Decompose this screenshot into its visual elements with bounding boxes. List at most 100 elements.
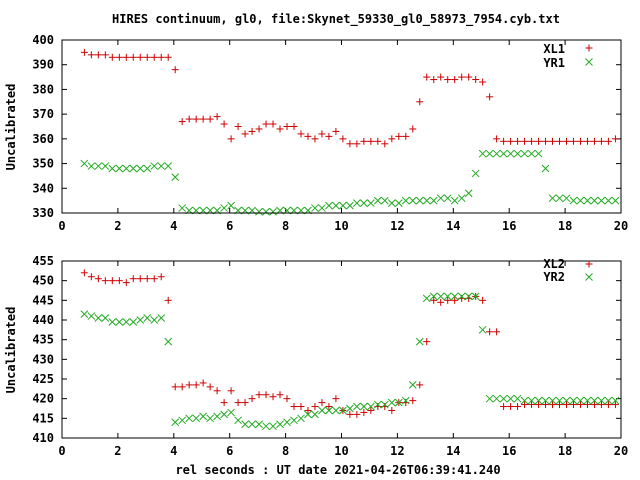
x-tick-label: 4 <box>170 219 177 233</box>
data-point-xl2 <box>122 279 130 287</box>
data-point-yr1 <box>534 149 543 158</box>
data-point-yr1 <box>464 189 473 198</box>
data-point-yr1 <box>227 201 235 210</box>
data-point-yr1 <box>415 196 424 205</box>
data-point-xl1 <box>290 123 298 130</box>
data-point-yr2 <box>415 337 424 346</box>
x-tick-label: 0 <box>58 219 65 233</box>
data-point-xl2 <box>304 406 312 414</box>
data-point-xl1 <box>542 137 550 145</box>
data-point-xl1 <box>556 137 564 145</box>
data-point-yr1 <box>555 194 564 203</box>
data-point-xl2 <box>311 403 319 411</box>
data-point-yr1 <box>492 149 501 158</box>
data-point-yr1 <box>513 149 522 158</box>
data-point-xl2 <box>416 381 424 389</box>
data-point-yr2 <box>534 396 543 405</box>
data-point-yr2 <box>492 394 501 403</box>
data-point-xl1 <box>241 130 249 138</box>
data-point-yr1 <box>353 199 361 207</box>
data-point-yr2 <box>604 396 613 405</box>
data-point-yr2 <box>506 394 515 403</box>
data-point-xl2 <box>157 273 165 281</box>
data-point-yr2 <box>213 412 221 421</box>
y-tick-label: 380 <box>32 82 54 96</box>
data-point-yr1 <box>108 164 117 173</box>
data-point-xl1 <box>611 135 619 143</box>
x-tick-label: 14 <box>446 219 460 233</box>
data-point-yr2 <box>485 394 494 403</box>
data-point-xl1 <box>269 120 277 128</box>
data-point-xl1 <box>395 132 403 140</box>
data-point-yr1 <box>569 196 578 205</box>
data-point-yr1 <box>562 194 571 203</box>
data-point-xl2 <box>290 403 298 411</box>
data-point-xl2 <box>192 381 200 389</box>
top-panel-legend: XL1 YR1 <box>543 42 593 70</box>
data-point-yr2 <box>276 420 284 429</box>
data-point-xl1 <box>409 125 417 133</box>
data-point-xl2 <box>597 401 605 409</box>
legend-marker-xl1 <box>585 44 593 52</box>
data-point-yr2 <box>171 418 180 427</box>
y-tick-label: 420 <box>32 392 54 406</box>
data-point-yr2 <box>199 412 208 421</box>
legend-label-xl1: XL1 <box>543 42 565 56</box>
data-point-yr2 <box>185 414 194 423</box>
data-point-xl1 <box>597 137 605 145</box>
data-point-yr2 <box>520 396 529 405</box>
data-point-yr1 <box>527 149 536 158</box>
data-point-xl2 <box>353 410 361 418</box>
data-point-xl2 <box>542 401 550 409</box>
data-point-xl1 <box>318 130 326 138</box>
data-point-xl1 <box>234 123 242 130</box>
data-point-xl1 <box>87 51 95 59</box>
data-point-yr1 <box>436 194 445 203</box>
data-point-yr2 <box>115 318 124 326</box>
data-point-yr2 <box>108 318 117 326</box>
data-point-xl1 <box>213 113 221 121</box>
y-tick-label: 430 <box>32 352 54 366</box>
data-point-xl1 <box>178 118 186 126</box>
y-tick-label: 330 <box>32 206 54 220</box>
y-tick-label: 445 <box>32 293 54 307</box>
data-point-yr1 <box>471 169 480 178</box>
y-tick-label: 390 <box>32 58 54 72</box>
data-point-xl2 <box>94 275 102 283</box>
bottom-panel-frame <box>61 260 622 439</box>
data-point-xl2 <box>171 383 179 391</box>
data-point-yr2 <box>353 402 361 411</box>
data-point-yr1 <box>499 149 508 158</box>
data-point-xl1 <box>304 132 312 140</box>
y-tick-label: 340 <box>32 181 54 195</box>
data-point-yr1 <box>129 164 138 173</box>
data-point-yr1 <box>87 162 96 170</box>
top-panel-ticks: 0 2 4 6 8 10 12 14 16 18 20 330 340 350 360 370 380 390 40… <box>32 33 628 233</box>
data-point-xl1 <box>367 137 375 145</box>
data-point-xl1 <box>206 115 214 123</box>
legend-label-yr1: YR1 <box>543 56 565 70</box>
data-point-xl2 <box>248 395 256 403</box>
data-point-yr2 <box>122 318 131 326</box>
data-point-yr1 <box>332 201 340 210</box>
x-tick-label: 8 <box>282 219 289 233</box>
data-point-xl1 <box>157 53 165 61</box>
data-point-yr1 <box>136 164 145 173</box>
data-point-yr2 <box>94 314 103 322</box>
data-point-yr2 <box>387 398 396 407</box>
data-point-yr2 <box>339 406 347 415</box>
data-point-yr2 <box>541 396 550 405</box>
data-point-xl2 <box>283 395 291 403</box>
y-tick-label: 370 <box>32 107 54 121</box>
x-tick-label: 12 <box>390 219 404 233</box>
data-point-xl1 <box>164 53 172 61</box>
data-point-yr1 <box>122 164 131 173</box>
data-point-yr2 <box>457 292 466 301</box>
y-tick-label: 360 <box>32 132 54 146</box>
data-point-xl2 <box>129 275 137 283</box>
data-point-xl2 <box>514 403 522 411</box>
data-point-xl1 <box>276 125 284 133</box>
y-tick-label: 450 <box>32 274 54 288</box>
data-point-xl2 <box>423 338 431 346</box>
